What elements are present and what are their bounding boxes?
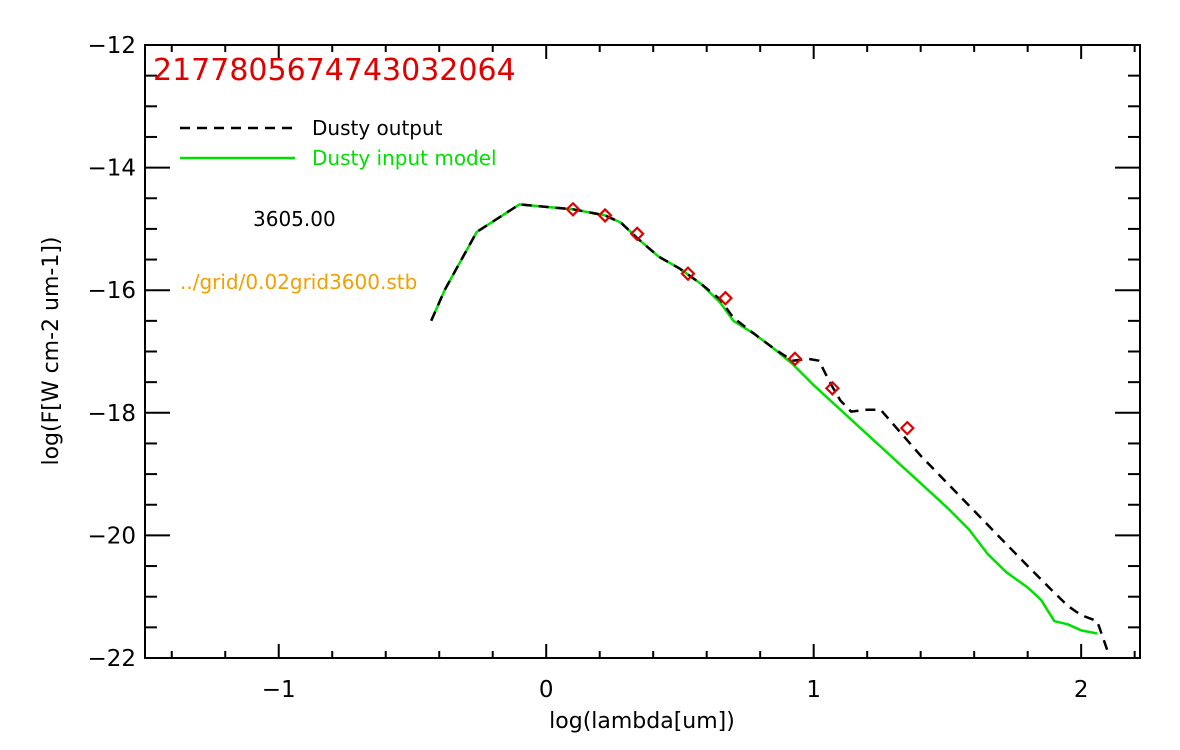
y-tick-label: −18 bbox=[87, 401, 136, 427]
x-tick-label: 1 bbox=[806, 677, 821, 703]
y-tick-label: −14 bbox=[87, 156, 136, 182]
y-tick-label: −16 bbox=[87, 278, 136, 304]
ticks-layer bbox=[145, 44, 1140, 659]
y-tick-label: −12 bbox=[87, 33, 136, 59]
y-tick-label: −22 bbox=[87, 646, 136, 672]
observed-point bbox=[565, 201, 581, 217]
observed-point bbox=[899, 420, 915, 436]
series-layer bbox=[430, 201, 1110, 653]
labels-layer: −1 0 1 2 −22 −20 −18 −16 −14 −12 bbox=[87, 33, 1088, 703]
legend: Dusty output Dusty input model bbox=[180, 116, 497, 170]
observed-point bbox=[717, 290, 733, 306]
legend-label-input: Dusty input model bbox=[312, 146, 497, 170]
y-tick-label: −20 bbox=[87, 523, 136, 549]
observed-point bbox=[629, 226, 645, 242]
x-axis-title: log(lambda[um]) bbox=[549, 709, 735, 734]
model-file-annotation: ../grid/0.02grid3600.stb bbox=[180, 270, 417, 294]
observed-point bbox=[597, 207, 613, 223]
y-axis-title: log(F[W cm-2 um-1]) bbox=[39, 236, 64, 465]
x-tick-label: 2 bbox=[1074, 677, 1089, 703]
observed-point bbox=[824, 380, 840, 396]
x-tick-label: −1 bbox=[262, 677, 296, 703]
x-tick-label: 0 bbox=[539, 677, 554, 703]
series-line-output bbox=[430, 203, 1110, 653]
object-id-title: 2177805674743032064 bbox=[153, 53, 516, 88]
temperature-annotation: 3605.00 bbox=[253, 207, 336, 231]
legend-label-output: Dusty output bbox=[312, 116, 443, 140]
observed-point bbox=[787, 351, 803, 367]
observed-point bbox=[680, 266, 696, 282]
